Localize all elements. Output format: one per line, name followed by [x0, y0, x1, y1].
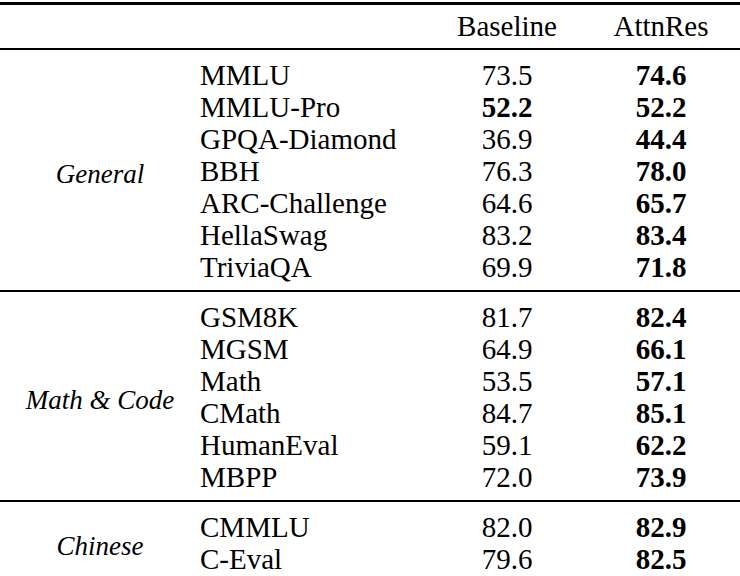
- baseline-value: 36.9: [432, 123, 582, 155]
- attnres-value: 52.2: [582, 91, 740, 123]
- baseline-value: 64.9: [432, 333, 582, 365]
- benchmark-name: MMLU-Pro: [200, 91, 432, 123]
- attnres-value: 73.9: [582, 461, 740, 501]
- table-row: GeneralMMLU73.574.6: [0, 49, 740, 91]
- benchmark-name: HumanEval: [200, 429, 432, 461]
- paper-table-page: Baseline AttnRes GeneralMMLU73.574.6MMLU…: [0, 0, 740, 576]
- baseline-value: 79.6: [432, 543, 582, 576]
- baseline-value: 69.9: [432, 251, 582, 291]
- benchmark-name: MGSM: [200, 333, 432, 365]
- baseline-value: 59.1: [432, 429, 582, 461]
- attnres-value: 62.2: [582, 429, 740, 461]
- benchmark-name: C-Eval: [200, 543, 432, 576]
- attnres-value: 65.7: [582, 187, 740, 219]
- baseline-value: 76.3: [432, 155, 582, 187]
- attnres-value: 44.4: [582, 123, 740, 155]
- table-section-general: GeneralMMLU73.574.6MMLU-Pro52.252.2GPQA-…: [0, 49, 740, 291]
- table-section-chinese: ChineseCMMLU82.082.9C-Eval79.682.5: [0, 501, 740, 576]
- benchmark-name: GPQA-Diamond: [200, 123, 432, 155]
- attnres-value: 66.1: [582, 333, 740, 365]
- baseline-value: 64.6: [432, 187, 582, 219]
- benchmark-name: GSM8K: [200, 291, 432, 333]
- table-header: Baseline AttnRes: [0, 4, 740, 50]
- attnres-value: 82.9: [582, 501, 740, 543]
- attnres-value: 57.1: [582, 365, 740, 397]
- baseline-value: 82.0: [432, 501, 582, 543]
- attnres-value: 83.4: [582, 219, 740, 251]
- benchmark-name: CMMLU: [200, 501, 432, 543]
- baseline-value: 84.7: [432, 397, 582, 429]
- header-row: Baseline AttnRes: [0, 4, 740, 50]
- benchmark-name: HellaSwag: [200, 219, 432, 251]
- benchmark-name: Math: [200, 365, 432, 397]
- baseline-value: 81.7: [432, 291, 582, 333]
- table-section-math-code: Math & CodeGSM8K81.782.4MGSM64.966.1Math…: [0, 291, 740, 501]
- column-header-baseline: Baseline: [432, 4, 582, 50]
- table-row: Math & CodeGSM8K81.782.4: [0, 291, 740, 333]
- benchmark-name: MMLU: [200, 49, 432, 91]
- baseline-value: 73.5: [432, 49, 582, 91]
- table-row: ChineseCMMLU82.082.9: [0, 501, 740, 543]
- attnres-value: 74.6: [582, 49, 740, 91]
- header-cell-benchmark-empty: [200, 4, 432, 50]
- attnres-value: 71.8: [582, 251, 740, 291]
- attnres-value: 78.0: [582, 155, 740, 187]
- benchmark-name: BBH: [200, 155, 432, 187]
- header-cell-group-empty: [0, 4, 200, 50]
- group-label: Chinese: [0, 501, 200, 576]
- column-header-attnres: AttnRes: [582, 4, 740, 50]
- baseline-value: 52.2: [432, 91, 582, 123]
- attnres-value: 82.4: [582, 291, 740, 333]
- benchmark-name: CMath: [200, 397, 432, 429]
- attnres-value: 85.1: [582, 397, 740, 429]
- benchmark-name: MBPP: [200, 461, 432, 501]
- attnres-value: 82.5: [582, 543, 740, 576]
- baseline-value: 53.5: [432, 365, 582, 397]
- group-label: Math & Code: [0, 291, 200, 501]
- benchmark-name: TriviaQA: [200, 251, 432, 291]
- baseline-value: 72.0: [432, 461, 582, 501]
- benchmark-table: Baseline AttnRes GeneralMMLU73.574.6MMLU…: [0, 2, 740, 576]
- baseline-value: 83.2: [432, 219, 582, 251]
- group-label: General: [0, 49, 200, 291]
- benchmark-name: ARC-Challenge: [200, 187, 432, 219]
